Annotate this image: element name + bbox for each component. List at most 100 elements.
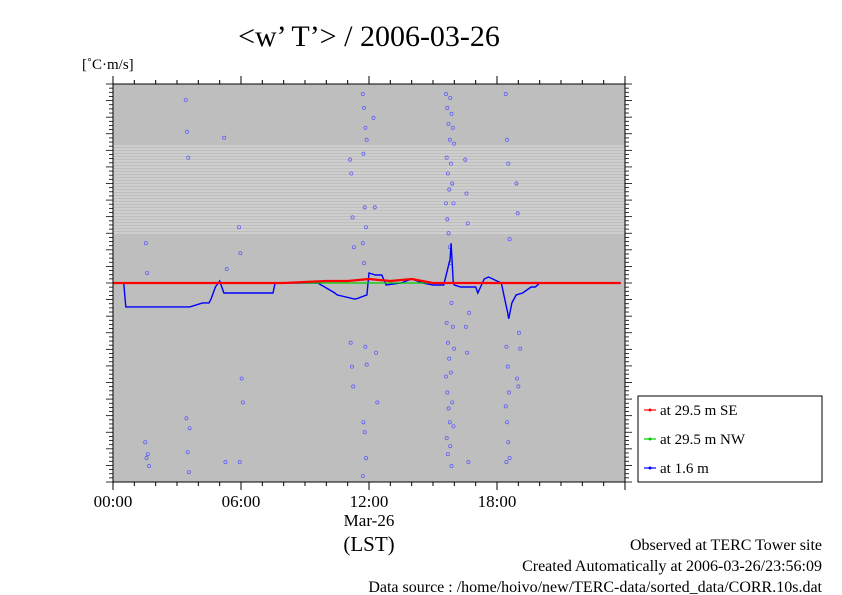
scatter-point — [450, 125, 455, 130]
scatter-point — [450, 324, 455, 329]
scatter-point — [505, 420, 509, 425]
scatter-point — [503, 404, 508, 409]
scatter-point — [504, 344, 509, 349]
scatter-point — [362, 105, 367, 110]
scatter-point — [375, 400, 380, 405]
scatter-point — [145, 452, 150, 457]
scatter-point — [450, 181, 455, 186]
scatter-point — [448, 370, 453, 375]
y-axis-unit-label: [˚C·m/s] — [82, 57, 134, 73]
legend-box — [637, 395, 823, 483]
scatter-point — [445, 171, 450, 176]
scatter-point — [361, 420, 366, 425]
scatter-point — [450, 400, 455, 405]
scatter-point — [448, 95, 453, 100]
scatter-point — [145, 271, 150, 275]
footer-observed-site: Observed at TERC Tower site — [630, 537, 822, 554]
scatter-point — [364, 362, 369, 367]
scatter-point — [465, 221, 470, 226]
scatter-point — [466, 460, 471, 465]
chart-title: <w’ T’> / 2006-03-26 — [238, 20, 500, 53]
scatter-point — [465, 350, 470, 355]
scatter-point — [503, 91, 508, 96]
scatter-point — [507, 456, 512, 461]
scatter-point — [449, 300, 454, 305]
scatter-point — [451, 424, 456, 429]
legend-swatch-marker — [648, 437, 652, 441]
scatter-point — [374, 350, 378, 355]
scatter-point — [445, 390, 450, 395]
scatter-point — [364, 456, 368, 461]
scatter-point — [444, 91, 448, 96]
x-axis-date-label: Mar-26 — [344, 511, 395, 530]
scatter-point — [506, 440, 511, 445]
scatter-point — [506, 390, 511, 395]
scatter-point — [444, 155, 449, 160]
series-line-3 — [113, 243, 621, 319]
scatter-point — [224, 267, 229, 272]
scatter-point — [444, 374, 448, 379]
legend-swatch-marker — [648, 466, 652, 470]
scatter-point — [515, 376, 520, 381]
scatter-point — [185, 450, 190, 455]
x-tick-label: 00:00 — [94, 492, 133, 511]
scatter-point — [371, 115, 376, 120]
legend-entry-label: at 29.5 m NW — [660, 432, 746, 448]
scatter-point — [187, 426, 192, 431]
scatter-point — [147, 464, 152, 469]
scatter-point — [351, 245, 356, 250]
scatter-point — [504, 460, 509, 465]
scatter-point — [445, 340, 450, 345]
scatter-point — [372, 205, 377, 210]
scatter-point — [144, 456, 149, 461]
scatter-point — [237, 225, 242, 230]
scatter-point — [446, 406, 451, 411]
scatter-point — [505, 137, 509, 142]
x-tick-label: 18:00 — [478, 492, 517, 511]
scatter-point — [464, 191, 469, 196]
scatter-point — [184, 416, 189, 421]
scatter-point — [452, 141, 457, 146]
scatter-point — [448, 161, 453, 166]
scatter-point — [361, 151, 366, 156]
scatter-point — [448, 444, 453, 449]
scatter-point — [516, 384, 521, 389]
scatter-point — [186, 470, 191, 474]
scatter-point — [451, 201, 456, 206]
scatter-point — [240, 400, 245, 405]
scatter-point — [518, 346, 523, 351]
legend-entry-label: at 1.6 m — [660, 461, 709, 477]
scatter-points — [143, 91, 523, 478]
legend: at 29.5 m SE at 29.5 m NW at 1.6 m — [637, 395, 823, 483]
x-tick-label: 06:00 — [222, 492, 261, 511]
scatter-point — [362, 430, 367, 435]
scatter-point — [447, 420, 452, 425]
scatter-point — [446, 121, 451, 126]
scatter-point — [446, 231, 451, 236]
scatter-point — [444, 201, 448, 206]
scatter-point — [360, 91, 365, 96]
scatter-point — [506, 161, 511, 166]
scatter-point — [447, 356, 452, 361]
scatter-point — [185, 129, 189, 134]
footer-data-source: Data source : /home/hoivo/new/TERC-data/… — [368, 579, 822, 595]
scatter-point — [463, 324, 468, 329]
scatter-point — [364, 225, 368, 230]
scatter-point — [515, 211, 520, 216]
scatter-point — [348, 157, 352, 162]
scatter-point — [183, 97, 188, 102]
scatter-point — [238, 251, 243, 256]
scatter-point — [444, 436, 449, 441]
scatter-point — [351, 384, 356, 389]
scatter-point — [143, 440, 148, 445]
series-line-1 — [113, 277, 621, 285]
scatter-point — [360, 474, 365, 478]
scatter-point — [467, 310, 472, 315]
scatter-point — [348, 340, 353, 345]
scatter-point — [186, 155, 191, 160]
scatter-point — [445, 105, 450, 110]
scatter-point — [349, 171, 354, 176]
scatter-point — [505, 364, 510, 369]
scatter-point — [507, 237, 512, 242]
